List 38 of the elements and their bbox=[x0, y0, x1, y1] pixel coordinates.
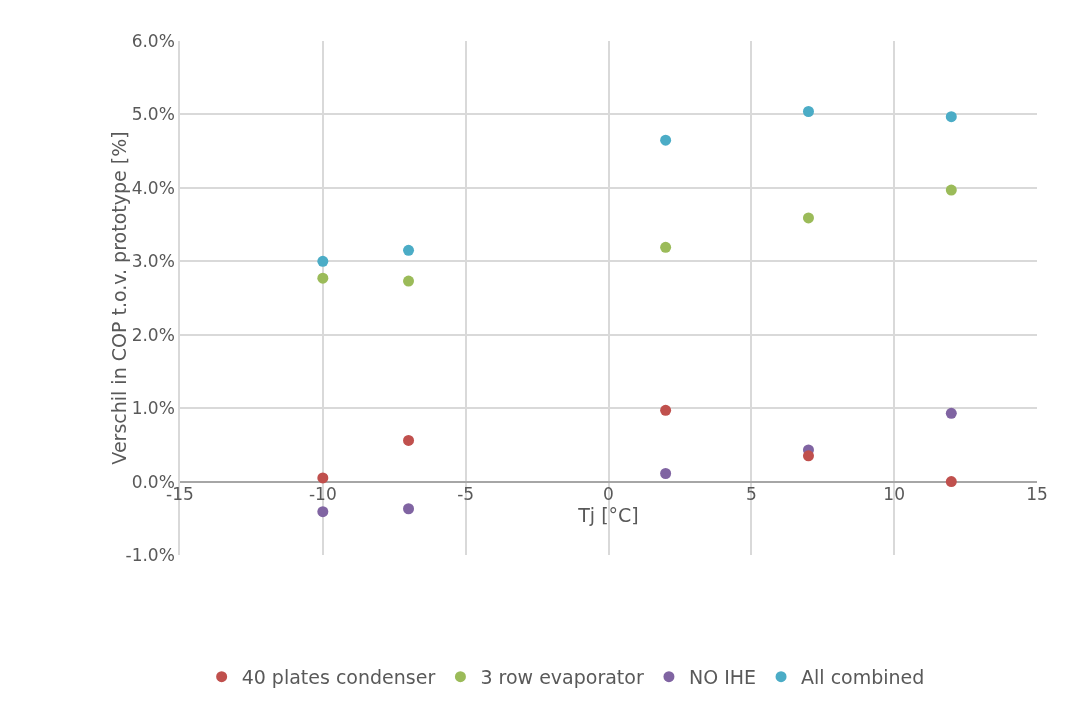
x-tick-label: 10 bbox=[883, 483, 905, 504]
point bbox=[660, 241, 672, 253]
legend-label: 40 plates condenser bbox=[241, 666, 436, 689]
y-tick-label: 3.0% bbox=[131, 251, 175, 272]
point bbox=[317, 506, 329, 518]
y-tick-label: 1.0% bbox=[131, 398, 175, 419]
x-tick-label: 5 bbox=[745, 483, 757, 504]
legend-label: 3 row evaporator bbox=[480, 666, 644, 689]
point bbox=[802, 105, 814, 117]
point bbox=[403, 503, 415, 515]
point bbox=[403, 434, 415, 446]
point bbox=[945, 476, 957, 488]
point bbox=[403, 275, 415, 287]
y-tick-label: 4.0% bbox=[131, 177, 175, 198]
point bbox=[802, 450, 814, 462]
x-axis-title: Tj [°C] bbox=[577, 503, 639, 526]
point bbox=[660, 404, 672, 416]
legend-label: All combined bbox=[801, 666, 925, 689]
point bbox=[317, 472, 329, 484]
x-tick-label: -5 bbox=[457, 483, 475, 504]
y-tick-label: 5.0% bbox=[131, 104, 175, 125]
point bbox=[945, 111, 957, 123]
point bbox=[317, 255, 329, 267]
x-tick-label: 15 bbox=[1026, 483, 1048, 504]
y-tick-label: 2.0% bbox=[131, 324, 175, 345]
point bbox=[660, 467, 672, 479]
point bbox=[945, 407, 957, 419]
point bbox=[945, 184, 957, 196]
x-tick-label: -10 bbox=[308, 483, 337, 504]
point bbox=[403, 244, 415, 256]
y-tick-label: 6.0% bbox=[131, 30, 175, 51]
point bbox=[660, 134, 672, 146]
legend-label: NO IHE bbox=[688, 666, 757, 689]
x-tick-label: 0 bbox=[603, 483, 614, 504]
y-tick-label: -1.0% bbox=[125, 544, 175, 565]
point bbox=[317, 272, 329, 284]
y-axis-title: Verschil in COP t.o.v. prototype [%] bbox=[107, 131, 130, 465]
point bbox=[802, 212, 814, 224]
